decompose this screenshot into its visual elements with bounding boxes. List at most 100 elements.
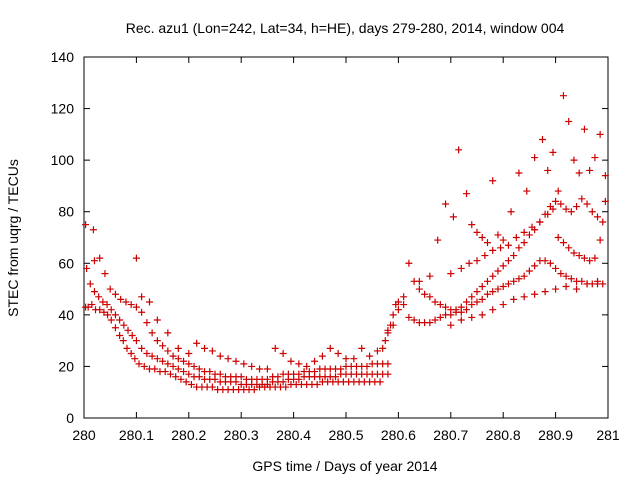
data-point	[287, 357, 295, 365]
data-point	[119, 337, 127, 345]
data-point	[541, 257, 549, 265]
data-point	[525, 231, 533, 239]
data-point	[483, 239, 491, 247]
data-point	[483, 290, 491, 298]
data-point	[159, 357, 167, 365]
data-point	[478, 234, 486, 241]
data-point	[421, 290, 429, 298]
data-point	[131, 355, 139, 363]
y-tick-label: 100	[51, 152, 75, 168]
data-point	[559, 92, 567, 100]
data-point	[135, 360, 143, 368]
data-point	[138, 308, 146, 316]
data-point	[489, 272, 497, 280]
data-point	[442, 303, 450, 311]
data-point	[447, 321, 455, 329]
data-point	[415, 277, 423, 285]
data-point	[116, 316, 124, 324]
data-point	[434, 236, 442, 244]
data-point	[237, 373, 245, 381]
y-tick-label: 0	[66, 410, 74, 426]
data-point	[216, 352, 224, 360]
data-point	[601, 197, 609, 205]
data-point	[452, 306, 460, 314]
data-point	[510, 277, 518, 285]
x-tick-label: 280.6	[381, 427, 416, 443]
data-point	[549, 148, 557, 156]
data-point	[208, 383, 216, 391]
data-point	[549, 205, 557, 213]
y-tick-label: 80	[58, 204, 74, 220]
data-point	[515, 275, 523, 283]
data-point	[504, 257, 512, 265]
data-point	[539, 136, 546, 144]
data-point	[282, 383, 290, 391]
data-point	[468, 293, 476, 301]
x-tick-label: 280	[72, 427, 96, 443]
data-point	[562, 282, 570, 290]
data-point	[415, 285, 423, 293]
data-point	[132, 337, 140, 345]
data-point	[489, 246, 497, 254]
data-point	[132, 303, 140, 311]
data-point	[599, 280, 607, 288]
data-point	[100, 308, 108, 316]
data-point	[562, 272, 570, 280]
data-point	[599, 218, 607, 226]
data-point	[573, 203, 581, 211]
data-point	[389, 321, 397, 329]
data-point	[363, 362, 371, 370]
data-point	[457, 316, 465, 324]
data-point	[591, 154, 599, 162]
data-point	[562, 205, 570, 213]
data-point	[594, 213, 602, 221]
data-point	[146, 298, 153, 306]
data-point	[169, 352, 177, 360]
data-point	[132, 254, 140, 262]
data-point	[140, 362, 148, 370]
data-point	[400, 301, 408, 309]
data-point	[263, 365, 271, 373]
y-tick-label: 20	[58, 358, 74, 374]
data-point	[531, 154, 539, 162]
data-point	[180, 368, 188, 376]
x-tick-label: 280.9	[538, 427, 573, 443]
data-point	[326, 344, 334, 352]
data-point	[494, 231, 502, 239]
data-point	[103, 301, 111, 309]
data-point	[405, 313, 413, 321]
data-point	[483, 277, 491, 285]
data-point	[279, 378, 287, 386]
data-point	[138, 344, 146, 352]
data-point	[591, 254, 599, 262]
data-point	[216, 370, 224, 378]
data-point	[350, 355, 358, 363]
data-point	[169, 362, 177, 370]
data-point	[201, 344, 209, 352]
data-point	[90, 288, 98, 296]
data-point	[557, 270, 565, 278]
data-point	[557, 200, 565, 208]
x-axis-title: GPS time / Days of year 2014	[252, 458, 437, 474]
data-point	[481, 252, 489, 260]
data-point	[96, 306, 104, 314]
data-point	[153, 355, 161, 363]
data-point	[120, 321, 128, 329]
data-point	[122, 298, 130, 306]
data-point	[478, 311, 486, 319]
data-point	[559, 239, 567, 247]
data-point	[379, 344, 387, 352]
data-point	[586, 257, 594, 265]
data-point	[232, 357, 240, 365]
data-points	[82, 92, 609, 394]
y-tick-label: 120	[51, 101, 75, 117]
data-point	[182, 378, 190, 386]
data-point	[128, 331, 136, 339]
data-point	[148, 352, 156, 360]
data-point	[143, 350, 151, 358]
data-point	[143, 319, 151, 327]
data-point	[148, 329, 156, 337]
data-point	[588, 208, 596, 216]
data-point	[206, 368, 214, 376]
data-point	[187, 380, 195, 388]
